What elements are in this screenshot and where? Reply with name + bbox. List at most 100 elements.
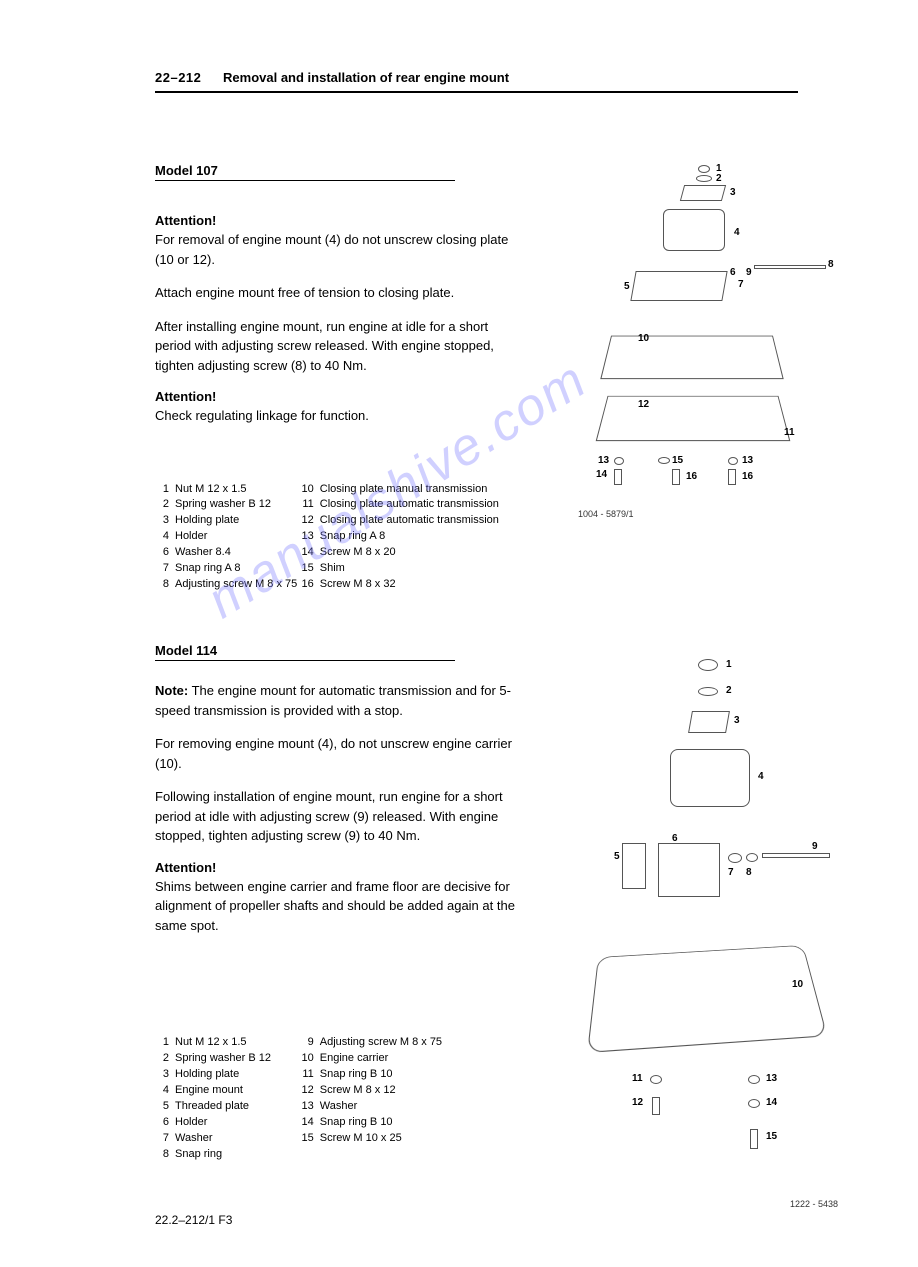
parts-row: 11 Snap ring B 10 [300, 1067, 515, 1083]
parts-text: Adjusting screw M 8 x 75 [320, 1035, 442, 1051]
parts-num: 14 [300, 1115, 314, 1131]
section-model-107: Model 107 Attention! For removal of engi… [155, 163, 798, 593]
parts-row: 11 Closing plate automatic transmission [300, 497, 515, 513]
parts-text: Engine carrier [320, 1051, 388, 1067]
parts-num: 5 [155, 1099, 169, 1115]
parts-num: 12 [300, 1083, 314, 1099]
parts-num: 11 [300, 497, 314, 513]
figure-114-id: 1222 - 5438 [578, 1199, 838, 1209]
para-114-4: Shims between engine carrier and frame f… [155, 877, 515, 936]
parts-num: 12 [300, 513, 314, 529]
parts-num: 2 [155, 1051, 169, 1067]
parts-num: 4 [155, 529, 169, 545]
parts-text: Threaded plate [175, 1099, 249, 1115]
parts-row: 5 Threaded plate [155, 1099, 300, 1115]
parts-text: Holding plate [175, 513, 239, 529]
para-107-2: Attach engine mount free of tension to c… [155, 283, 515, 303]
parts-row: 8Snap ring [155, 1147, 300, 1163]
parts-num: 9 [300, 1035, 314, 1051]
parts-num: 6 [155, 545, 169, 561]
parts-row: 12 Closing plate automatic transmission [300, 513, 515, 529]
parts-row: 3 Holding plate [155, 1067, 300, 1083]
attention-label-3: Attention! [155, 860, 515, 875]
parts-row: 7 Snap ring A 8 [155, 561, 300, 577]
parts-text: Screw M 8 x 20 [320, 545, 396, 561]
para-114-3: Following installation of engine mount, … [155, 787, 515, 846]
para-107-3: After installing engine mount, run engin… [155, 317, 515, 376]
parts-num: 2 [155, 497, 169, 513]
parts-text: Snap ring A 8 [175, 561, 240, 577]
parts-text: Snap ring B 10 [320, 1067, 393, 1083]
parts-num: 6 [155, 1115, 169, 1131]
parts-num: 14 [300, 545, 314, 561]
parts-row: 2 Spring washer B 12 [155, 1051, 300, 1067]
parts-text: Holder [175, 529, 207, 545]
parts-text: Holder [175, 1115, 207, 1131]
parts-num: 1 [155, 1035, 169, 1051]
parts-row: 15 Screw M 10 x 25 [300, 1131, 515, 1147]
para-114-1: Note: The engine mount for automatic tra… [155, 681, 515, 720]
parts-row: 4Engine mount [155, 1083, 300, 1099]
parts-row: 14 Screw M 8 x 20 [300, 545, 515, 561]
parts-text: Nut M 12 x 1.5 [175, 1035, 247, 1051]
parts-text: Adjusting screw M 8 x 75 [175, 577, 297, 593]
parts-list-107: 1 Nut M 12 x 1.5 2 Spring washer B 12 3 Holdi… [155, 482, 515, 594]
page-header: 22–212 Removal and installation of rear … [155, 70, 798, 93]
parts-text: Closing plate automatic transmission [320, 497, 499, 513]
parts-num: 1 [155, 482, 169, 498]
parts-row: 8Adjusting screw M 8 x 75 [155, 577, 300, 593]
para-107-1: For removal of engine mount (4) do not u… [155, 230, 515, 269]
parts-num: 13 [300, 1099, 314, 1115]
parts-text: Nut M 12 x 1.5 [175, 482, 247, 498]
parts-row: 14 Snap ring B 10 [300, 1115, 515, 1131]
parts-text: Screw M 8 x 32 [320, 577, 396, 593]
parts-text: Closing plate manual transmission [320, 482, 488, 498]
parts-row: 15 Shim [300, 561, 515, 577]
parts-text: Spring washer B 12 [175, 1051, 271, 1067]
figure-107: 1 2 3 4 5 6 7 9 8 10 12 11 13 1 [578, 163, 838, 519]
parts-num: 7 [155, 1131, 169, 1147]
parts-text: Screw M 10 x 25 [320, 1131, 402, 1147]
parts-text: Washer [175, 1131, 213, 1147]
parts-num: 15 [300, 561, 314, 577]
parts-text: Snap ring B 10 [320, 1115, 393, 1131]
parts-text: Shim [320, 561, 345, 577]
parts-row: 13Snap ring A 8 [300, 529, 515, 545]
attention-label-1: Attention! [155, 213, 515, 228]
parts-text: Engine mount [175, 1083, 243, 1099]
parts-text: Washer 8.4 [175, 545, 231, 561]
parts-num: 11 [300, 1067, 314, 1083]
model-107-text: Attention! For removal of engine mount (… [155, 213, 515, 593]
parts-num: 15 [300, 1131, 314, 1147]
parts-text: Holding plate [175, 1067, 239, 1083]
parts-row: 7 Washer [155, 1131, 300, 1147]
figure-107-id: 1004 - 5879/1 [578, 509, 838, 519]
parts-text: Snap ring [175, 1147, 222, 1163]
parts-text: Spring washer B 12 [175, 497, 271, 513]
parts-row: 16Screw M 8 x 32 [300, 577, 515, 593]
parts-text: Closing plate automatic transmission [320, 513, 499, 529]
parts-row: 9 Adjusting screw M 8 x 75 [300, 1035, 515, 1051]
parts-num: 3 [155, 513, 169, 529]
attention-label-2: Attention! [155, 389, 515, 404]
page-title: Removal and installation of rear engine … [223, 70, 509, 85]
parts-row: 6 Washer 8.4 [155, 545, 300, 561]
model-114-text: Note: The engine mount for automatic tra… [155, 681, 515, 1163]
model-107-heading: Model 107 [155, 163, 455, 181]
parts-row: 13Washer [300, 1099, 515, 1115]
parts-row: 12Screw M 8 x 12 [300, 1083, 515, 1099]
para-107-4: Check regulating linkage for function. [155, 406, 515, 426]
section-number: 22–212 [155, 70, 201, 85]
parts-row: 1 Nut M 12 x 1.5 [155, 1035, 300, 1051]
parts-num: 3 [155, 1067, 169, 1083]
para-114-1-text: The engine mount for automatic transmiss… [155, 683, 511, 718]
parts-row: 1 Nut M 12 x 1.5 [155, 482, 300, 498]
page-footer: 22.2–212/1 F3 [155, 1213, 798, 1227]
note-label: Note: [155, 683, 188, 698]
parts-row: 4 Holder [155, 529, 300, 545]
parts-num: 10 [300, 482, 314, 498]
parts-num: 13 [300, 529, 314, 545]
parts-num: 7 [155, 561, 169, 577]
parts-list-114: 1 Nut M 12 x 1.5 2 Spring washer B 12 3 Holdi… [155, 1035, 515, 1163]
parts-row: 10 Closing plate manual transmission [300, 482, 515, 498]
